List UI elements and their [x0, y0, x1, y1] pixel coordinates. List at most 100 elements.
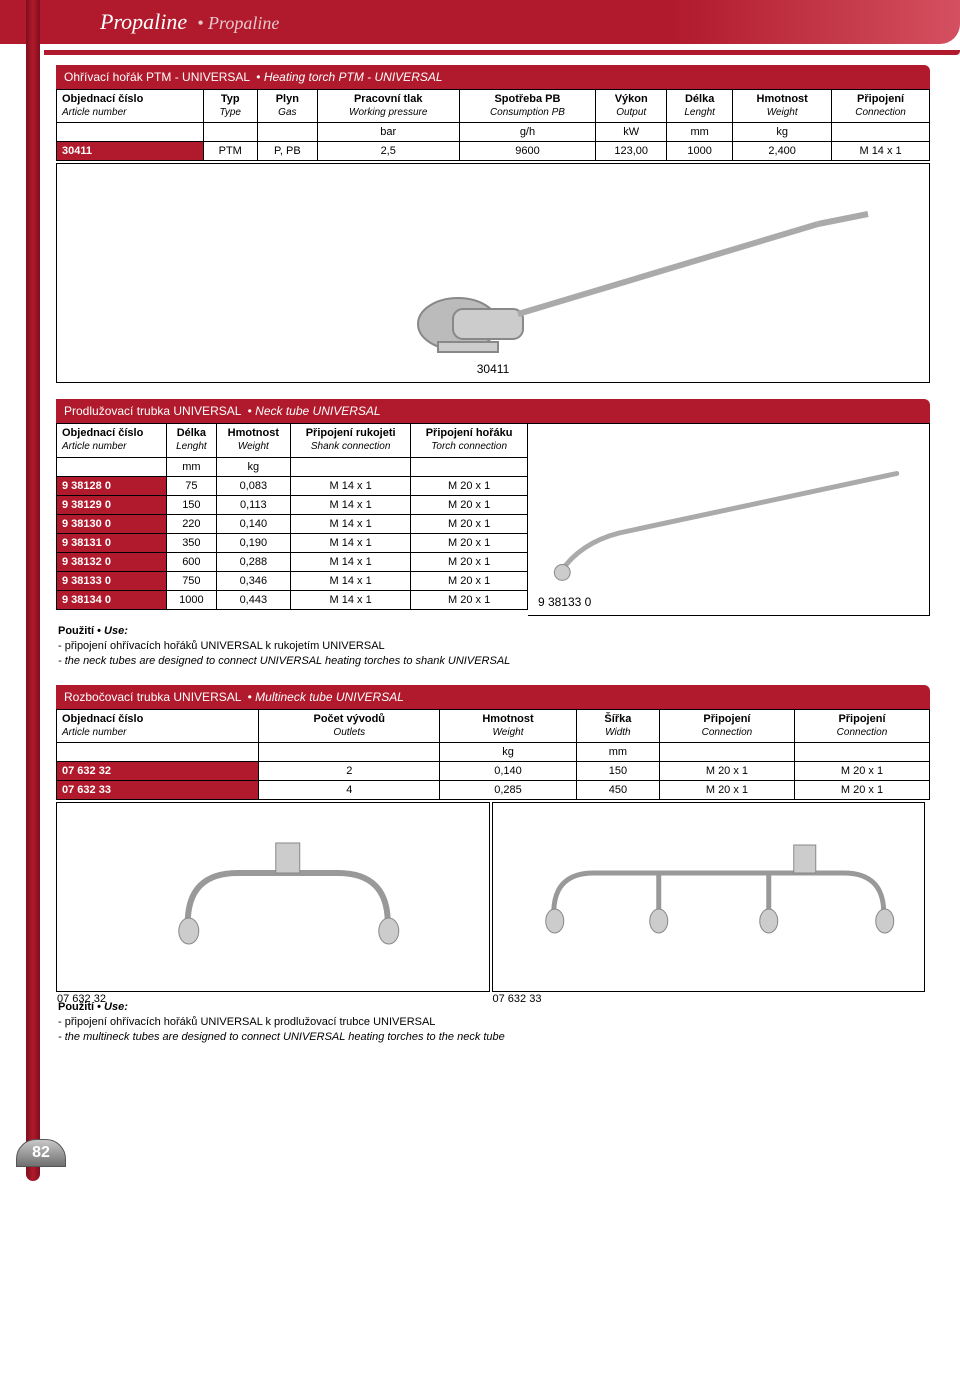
- table-cell: M 20 x 1: [794, 781, 929, 800]
- table-cell: 9 38128 0: [57, 476, 167, 495]
- image-multineck-4: 07 632 33: [492, 802, 926, 992]
- use2-en-label: Use:: [104, 625, 128, 637]
- table-cell: 150: [576, 762, 659, 781]
- table-row: 30411PTMP, PB2,59600123,0010002,400M 14 …: [57, 142, 930, 161]
- col-header: DélkaLenght: [667, 90, 733, 123]
- use3-cz: - připojení ohřívacích hořáků UNIVERSAL …: [58, 1016, 435, 1028]
- left-rail: [26, 0, 40, 1181]
- image3b-caption: 07 632 33: [493, 993, 925, 1005]
- col-header: VýkonOutput: [596, 90, 667, 123]
- header-sub: Propaline: [208, 13, 279, 33]
- section3-title: Rozbočovací trubka UNIVERSAL • Multineck…: [56, 685, 930, 709]
- use3-en: - the multineck tubes are designed to co…: [58, 1031, 505, 1043]
- table-cell: 9 38134 0: [57, 590, 167, 609]
- table-section2: Objednací čísloArticle numberDélkaLenght…: [56, 423, 528, 609]
- table-cell: M 20 x 1: [659, 762, 794, 781]
- unit-cell: [57, 123, 204, 142]
- unit-cell: [832, 123, 930, 142]
- col-header: PřipojeníConnection: [832, 90, 930, 123]
- image3a-caption: 07 632 32: [57, 993, 489, 1005]
- table-row: 07 632 3220,140150M 20 x 1M 20 x 1: [57, 762, 930, 781]
- table-cell: M 14 x 1: [291, 571, 411, 590]
- table-cell: 1000: [667, 142, 733, 161]
- table-row: 07 632 3340,285450M 20 x 1M 20 x 1: [57, 781, 930, 800]
- section2-title: Prodlužovací trubka UNIVERSAL • Neck tub…: [56, 399, 930, 423]
- table-cell: M 20 x 1: [659, 781, 794, 800]
- table-cell: 9600: [459, 142, 596, 161]
- table-cell: M 14 x 1: [291, 476, 411, 495]
- unit-cell: kg: [216, 457, 290, 476]
- table-cell: 0,443: [216, 590, 290, 609]
- table-section3: Objednací čísloArticle numberPočet vývod…: [56, 709, 930, 800]
- section2-title-en: Neck tube UNIVERSAL: [255, 404, 380, 418]
- col-header: Spotřeba PBConsumption PB: [459, 90, 596, 123]
- table-cell: 9 38129 0: [57, 495, 167, 514]
- unit-cell: [57, 457, 167, 476]
- col-header: Připojení rukojetiShank connection: [291, 424, 411, 457]
- section3-title-en: Multineck tube UNIVERSAL: [255, 690, 404, 704]
- section3-title-cz: Rozbočovací trubka UNIVERSAL: [64, 690, 241, 704]
- unit-cell: [257, 123, 317, 142]
- table-cell: M 20 x 1: [411, 476, 528, 495]
- table-cell: 2: [259, 762, 440, 781]
- col-header: DélkaLenght: [167, 424, 217, 457]
- unit-cell: mm: [167, 457, 217, 476]
- col-header: Objednací čísloArticle number: [57, 709, 259, 742]
- table-cell: 1000: [167, 590, 217, 609]
- table-cell: 4: [259, 781, 440, 800]
- unit-cell: kg: [440, 743, 577, 762]
- section2-title-cz: Prodlužovací trubka UNIVERSAL: [64, 404, 241, 418]
- table-cell: M 20 x 1: [794, 762, 929, 781]
- unit-cell: [411, 457, 528, 476]
- image-neck-tube: 9 38133 0: [528, 423, 930, 616]
- table-cell: 0,140: [440, 762, 577, 781]
- table-cell: 2,400: [733, 142, 832, 161]
- table-cell: M 20 x 1: [411, 514, 528, 533]
- section1-title-en: Heating torch PTM - UNIVERSAL: [264, 70, 443, 84]
- unit-cell: mm: [667, 123, 733, 142]
- image-heating-torch: 30411: [56, 163, 930, 383]
- table-cell: M 14 x 1: [291, 533, 411, 552]
- unit-cell: mm: [576, 743, 659, 762]
- image1-caption: 30411: [477, 362, 509, 376]
- table-cell: P, PB: [257, 142, 317, 161]
- unit-cell: [203, 123, 257, 142]
- table-cell: PTM: [203, 142, 257, 161]
- section1-title-cz: Ohřívací hořák PTM - UNIVERSAL: [64, 70, 250, 84]
- unit-cell: kW: [596, 123, 667, 142]
- table-cell: 30411: [57, 142, 204, 161]
- unit-cell: [794, 743, 929, 762]
- unit-cell: [659, 743, 794, 762]
- table-cell: 0,140: [216, 514, 290, 533]
- section-multineck: Rozbočovací trubka UNIVERSAL • Multineck…: [56, 685, 930, 1045]
- table-cell: 0,346: [216, 571, 290, 590]
- table-cell: M 14 x 1: [291, 590, 411, 609]
- use2-cz-label: Použití: [58, 625, 94, 637]
- table-cell: M 14 x 1: [832, 142, 930, 161]
- table-cell: M 20 x 1: [411, 590, 528, 609]
- table-cell: M 14 x 1: [291, 514, 411, 533]
- table-cell: 2,5: [317, 142, 459, 161]
- col-header: Objednací čísloArticle number: [57, 90, 204, 123]
- table-cell: 220: [167, 514, 217, 533]
- table-cell: 750: [167, 571, 217, 590]
- col-header: ŠířkaWidth: [576, 709, 659, 742]
- table-cell: M 14 x 1: [291, 552, 411, 571]
- col-header: Pracovní tlakWorking pressure: [317, 90, 459, 123]
- unit-cell: [259, 743, 440, 762]
- col-header: PřipojeníConnection: [794, 709, 929, 742]
- table-cell: M 20 x 1: [411, 533, 528, 552]
- table-row: 9 38129 01500,113M 14 x 1M 20 x 1: [57, 495, 528, 514]
- use2-en: - the neck tubes are designed to connect…: [58, 655, 510, 667]
- table-cell: 123,00: [596, 142, 667, 161]
- col-header: HmotnostWeight: [733, 90, 832, 123]
- col-header: TypType: [203, 90, 257, 123]
- table-cell: M 14 x 1: [291, 495, 411, 514]
- table-row: 9 38130 02200,140M 14 x 1M 20 x 1: [57, 514, 528, 533]
- col-header: Objednací čísloArticle number: [57, 424, 167, 457]
- col-header: Počet vývodůOutlets: [259, 709, 440, 742]
- table-row: 9 38133 07500,346M 14 x 1M 20 x 1: [57, 571, 528, 590]
- table-cell: 350: [167, 533, 217, 552]
- col-header: PřipojeníConnection: [659, 709, 794, 742]
- table-cell: 600: [167, 552, 217, 571]
